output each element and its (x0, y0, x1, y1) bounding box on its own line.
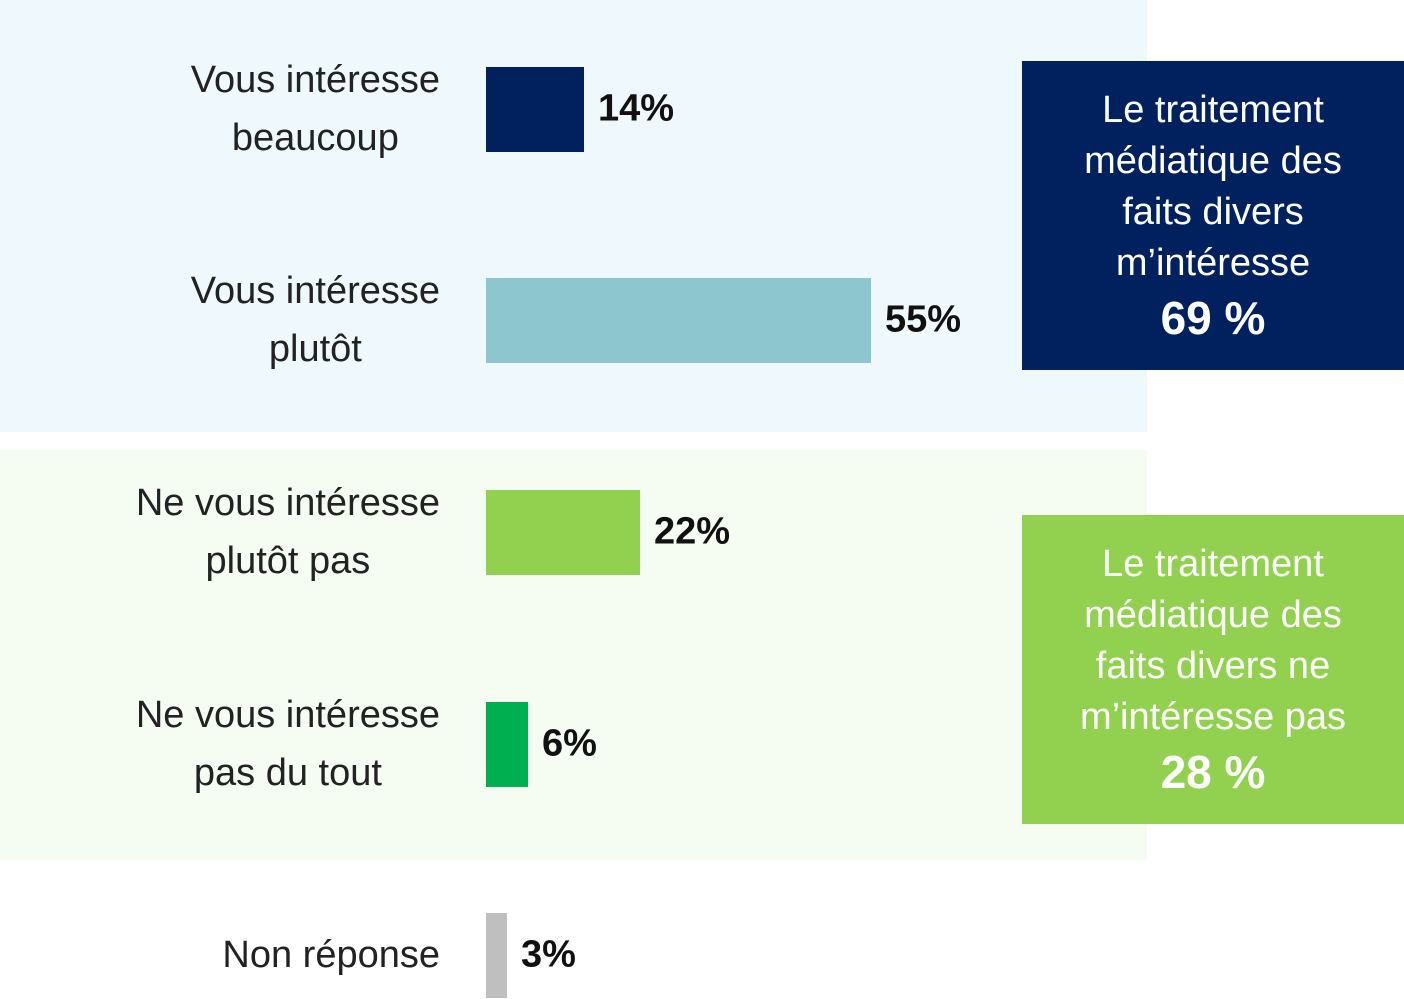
value-label: 14% (598, 87, 675, 130)
category-label: Non réponse (222, 926, 440, 984)
category-line: plutôt (268, 328, 362, 370)
value-label: 6% (542, 722, 597, 765)
summary-total: 28 % (1160, 745, 1266, 798)
category-label: Ne vous intéresse pas du tout (136, 686, 440, 802)
summary-line: médiatique des (1084, 593, 1342, 636)
category-line: Non réponse (222, 934, 440, 976)
summary-line: Le traitement (1102, 542, 1324, 585)
value-label: 3% (521, 933, 576, 976)
summary-line: m’intéresse (1115, 241, 1311, 284)
category-label: Vous intéresse beaucoup (191, 51, 440, 167)
bar (486, 912, 507, 998)
summary-line: m’intéresse pas (1079, 695, 1347, 738)
summary-line: faits divers (1122, 190, 1304, 233)
category-line: Ne vous intéresse (135, 694, 440, 736)
bar (486, 701, 528, 787)
summary-box: Le traitement médiatique des faits divers … (1022, 515, 1404, 824)
bar (486, 277, 871, 363)
category-label: Vous intéresse plutôt (191, 262, 440, 378)
summary-line: médiatique des (1084, 139, 1342, 182)
band-positive (0, 0, 1147, 432)
bar (486, 66, 584, 152)
value-label: 22% (654, 510, 731, 553)
category-line: plutôt pas (205, 540, 371, 582)
bar (486, 489, 640, 575)
category-line: Vous intéresse (190, 270, 440, 312)
category-line: beaucoup (231, 117, 399, 159)
value-label: 55% (885, 298, 962, 341)
summary-line: Le traitement (1102, 88, 1324, 131)
summary-total: 69 % (1160, 291, 1266, 344)
category-label: Ne vous intéresse plutôt pas (136, 474, 440, 590)
summary-box: Le traitement médiatique des faits divers m… (1022, 61, 1404, 370)
category-line: Vous intéresse (190, 59, 440, 101)
summary-line: faits divers ne (1095, 644, 1331, 687)
category-line: Ne vous intéresse (135, 482, 440, 524)
category-line: pas du tout (193, 752, 382, 794)
